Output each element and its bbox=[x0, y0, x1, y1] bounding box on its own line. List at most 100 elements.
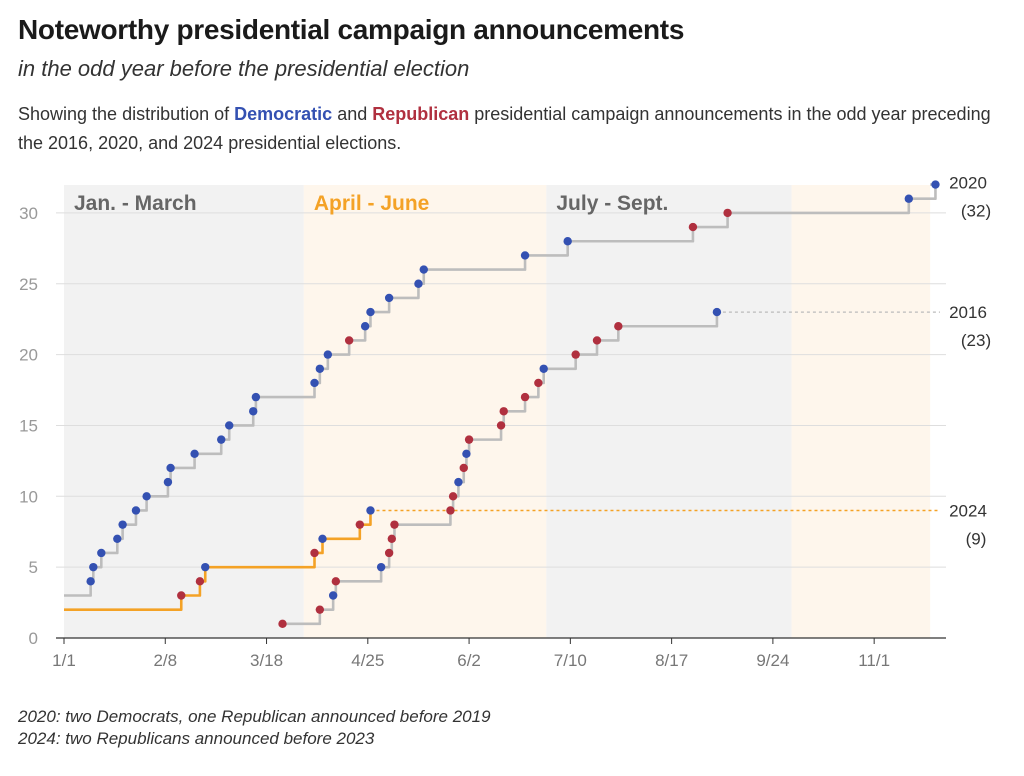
republican-point bbox=[464, 435, 474, 444]
description-text: presidential campaign announcements in t… bbox=[18, 104, 991, 153]
republican-point bbox=[387, 534, 396, 544]
democratic-point bbox=[328, 591, 338, 600]
x-tick-label: 1/1 bbox=[52, 651, 76, 670]
y-tick-label: 0 bbox=[29, 629, 38, 648]
democratic-point bbox=[318, 534, 327, 544]
republican-point bbox=[446, 506, 455, 515]
leader-lines bbox=[370, 311, 940, 512]
end-count-2016: (23) bbox=[961, 331, 991, 350]
x-tick-label: 2/8 bbox=[153, 651, 177, 670]
democratic-point bbox=[166, 463, 175, 473]
republican-point bbox=[520, 392, 530, 402]
democratic-point bbox=[118, 520, 127, 529]
democratic-point bbox=[249, 407, 258, 416]
republican-point bbox=[592, 336, 602, 345]
republican-point bbox=[448, 492, 458, 501]
democratic-point bbox=[384, 293, 394, 303]
democratic-point bbox=[217, 435, 226, 444]
quarter-label: Jan. - March bbox=[74, 192, 197, 215]
quarter-band bbox=[791, 185, 931, 638]
democratic-point bbox=[190, 449, 199, 458]
republican-point bbox=[534, 378, 543, 388]
republican-point bbox=[331, 577, 341, 586]
democratic-label: Democratic bbox=[234, 104, 333, 124]
republican-point bbox=[571, 350, 580, 359]
y-tick-label: 5 bbox=[29, 558, 38, 577]
x-tick-label: 3/18 bbox=[250, 651, 283, 670]
democratic-point bbox=[462, 449, 471, 458]
democratic-point bbox=[366, 307, 375, 317]
democratic-point bbox=[142, 492, 151, 501]
democratic-point bbox=[201, 562, 210, 572]
democratic-point bbox=[113, 534, 122, 544]
y-tick-label: 10 bbox=[19, 487, 38, 506]
x-tick-label: 7/10 bbox=[554, 651, 587, 670]
quarter-band bbox=[64, 185, 304, 638]
republican-point bbox=[177, 591, 186, 600]
end-label-2024: 2024 bbox=[949, 501, 987, 520]
republican-point bbox=[310, 548, 319, 558]
democratic-point bbox=[225, 421, 234, 430]
x-tick-label: 6/2 bbox=[457, 651, 481, 670]
democratic-point bbox=[251, 392, 261, 402]
chart-subtitle: in the odd year before the presidential … bbox=[18, 56, 470, 81]
axes: 0 5 10 15 20 25 30 1/1 2/8 3/18 4/25 6/2 7/10 8/17 9/2… bbox=[19, 204, 946, 670]
republican-label: Republican bbox=[372, 104, 470, 124]
democratic-point bbox=[712, 307, 722, 317]
republican-point bbox=[459, 463, 468, 473]
x-tick-label: 8/17 bbox=[655, 651, 688, 670]
footnote-2020: 2020: two Democrats, one Republican anno… bbox=[18, 707, 491, 726]
series-points bbox=[86, 180, 940, 629]
republican-point bbox=[315, 605, 325, 614]
footnotes: 2020: two Democrats, one Republican anno… bbox=[18, 706, 491, 750]
end-count-2024: (9) bbox=[966, 529, 987, 548]
y-tick-label: 30 bbox=[19, 204, 38, 223]
democratic-point bbox=[454, 477, 463, 487]
democratic-point bbox=[97, 548, 106, 558]
y-tick-label: 15 bbox=[19, 416, 38, 435]
democratic-point bbox=[366, 506, 375, 515]
democratic-point bbox=[931, 180, 940, 189]
democratic-point bbox=[419, 265, 428, 274]
republican-point bbox=[723, 208, 732, 218]
republican-point bbox=[384, 548, 394, 558]
republican-point bbox=[499, 407, 508, 416]
republican-point bbox=[390, 520, 399, 529]
democratic-point bbox=[89, 562, 98, 572]
republican-point bbox=[614, 322, 623, 331]
series-end-labels: 2020 (32) 2016 (23) 2024 (9) bbox=[949, 174, 991, 549]
description-text: and bbox=[332, 104, 373, 124]
quarter-bands bbox=[64, 185, 931, 638]
footnote-2024: 2024: two Republicans announced before 2… bbox=[18, 729, 375, 748]
democratic-point bbox=[131, 506, 141, 515]
y-tick-label: 25 bbox=[19, 275, 38, 294]
chart-description: Showing the distribution of Democratic a… bbox=[18, 100, 1008, 158]
democratic-point bbox=[86, 577, 95, 586]
x-tick-label: 4/25 bbox=[351, 651, 384, 670]
series-line-2024 bbox=[64, 510, 372, 611]
democratic-point bbox=[904, 194, 914, 203]
step-chart: Jan. - March April - June July - Sept. 0 5 1… bbox=[19, 174, 991, 670]
end-label-2020: 2020 bbox=[949, 174, 987, 193]
republican-point bbox=[278, 619, 287, 629]
quarter-band bbox=[546, 185, 792, 638]
democratic-point bbox=[360, 322, 370, 331]
republican-point bbox=[195, 577, 205, 586]
description-text: Showing the distribution of bbox=[18, 104, 235, 124]
democratic-point bbox=[315, 364, 325, 373]
x-tick-label: 11/1 bbox=[858, 651, 890, 670]
republican-point bbox=[344, 336, 354, 345]
end-count-2020: (32) bbox=[961, 202, 991, 221]
democratic-point bbox=[310, 378, 319, 388]
quarter-label: April - June bbox=[314, 192, 430, 215]
democratic-point bbox=[323, 350, 333, 359]
democratic-point bbox=[563, 237, 572, 246]
quarter-labels: Jan. - March April - June July - Sept. bbox=[74, 192, 668, 215]
x-tick-label: 9/24 bbox=[756, 651, 789, 670]
republican-point bbox=[688, 222, 698, 232]
republican-point bbox=[355, 520, 365, 529]
chart-title: Noteworthy presidential campaign announc… bbox=[18, 14, 685, 45]
y-tick-label: 20 bbox=[19, 346, 38, 365]
democratic-point bbox=[414, 279, 423, 288]
democratic-point bbox=[163, 477, 173, 487]
